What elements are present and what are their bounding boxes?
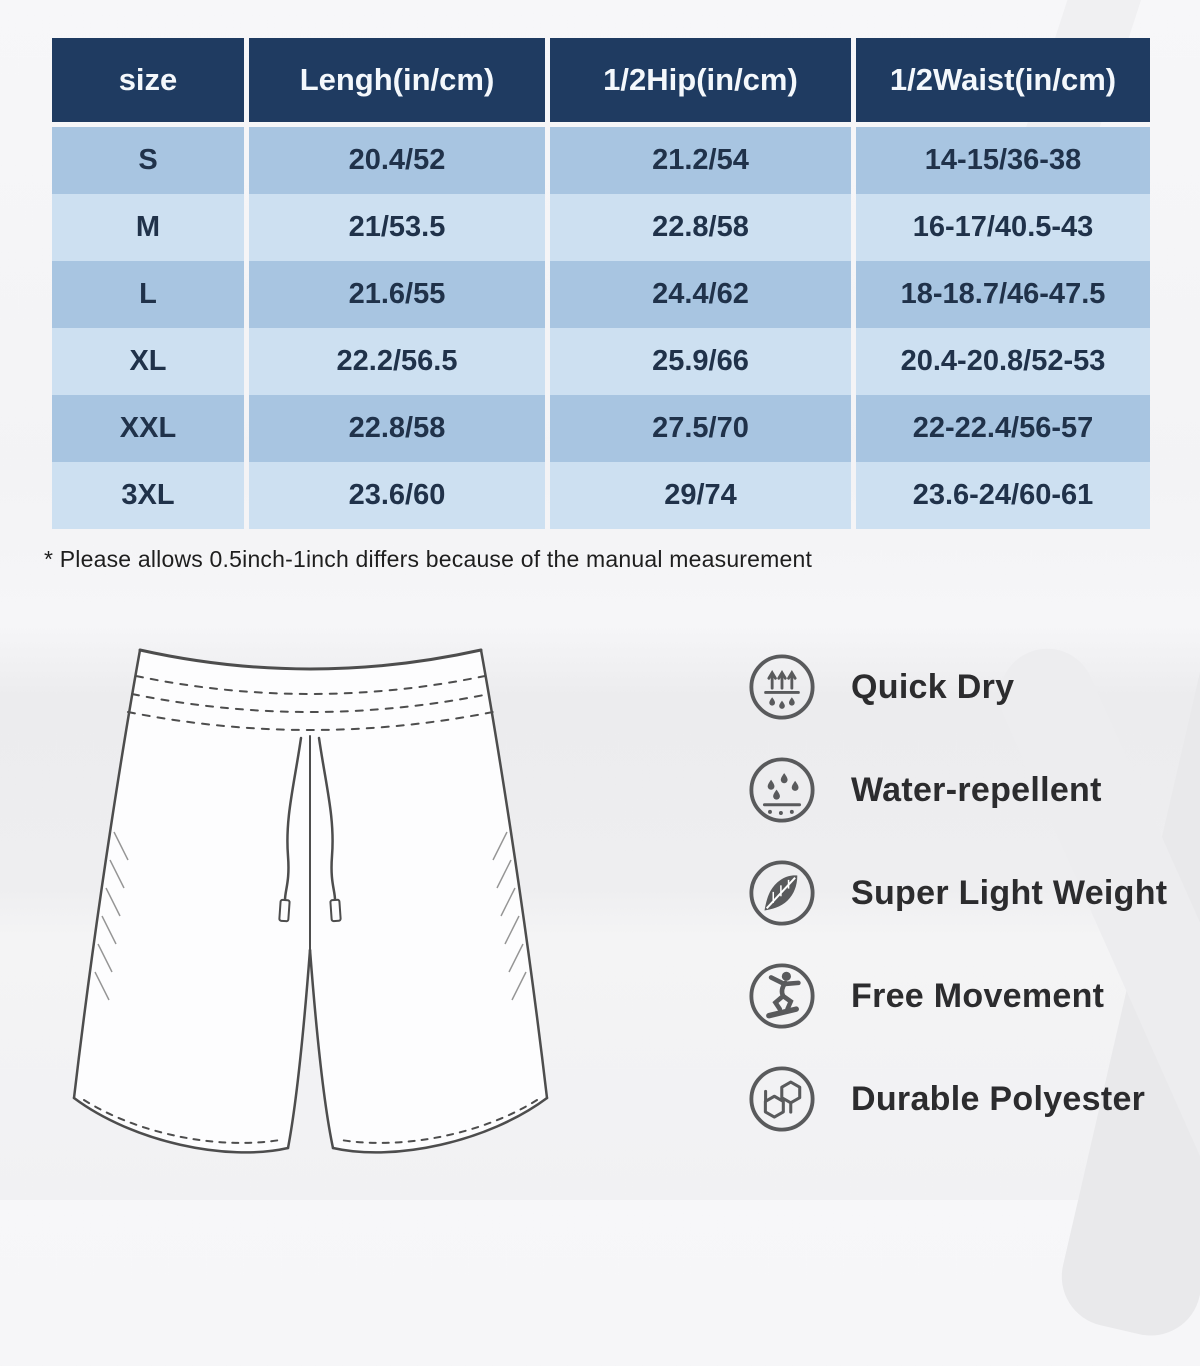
size-table-body: S 20.4/52 21.2/54 14-15/36-38 M 21/53.5 … xyxy=(52,127,1150,529)
cell-size: XXL xyxy=(52,395,244,462)
feature-super-light-weight: Super Light Weight xyxy=(747,858,1167,928)
cell-size: 3XL xyxy=(52,462,244,529)
cell-length: 23.6/60 xyxy=(249,462,545,529)
feather-icon xyxy=(749,860,815,926)
water-repellent-icon xyxy=(749,757,815,823)
size-table-header-row: size Lengh(in/cm) 1/2Hip(in/cm) 1/2Waist… xyxy=(52,38,1150,122)
cell-size: M xyxy=(52,194,244,261)
cell-waist: 20.4-20.8/52-53 xyxy=(856,328,1150,395)
column-header-length: Lengh(in/cm) xyxy=(249,38,545,122)
cell-waist: 18-18.7/46-47.5 xyxy=(856,261,1150,328)
cell-waist: 22-22.4/56-57 xyxy=(856,395,1150,462)
cell-size: L xyxy=(52,261,244,328)
column-header-hip: 1/2Hip(in/cm) xyxy=(550,38,851,122)
feature-water-repellent: Water-repellent xyxy=(747,755,1167,825)
column-header-waist: 1/2Waist(in/cm) xyxy=(856,38,1150,122)
cell-size: XL xyxy=(52,328,244,395)
feature-label: Quick Dry xyxy=(851,667,1015,706)
cell-waist: 23.6-24/60-61 xyxy=(856,462,1150,529)
cell-hip: 21.2/54 xyxy=(550,127,851,194)
quick-dry-icon xyxy=(749,654,815,720)
cell-length: 21.6/55 xyxy=(249,261,545,328)
cell-hip: 24.4/62 xyxy=(550,261,851,328)
feature-durable-polyester: Durable Polyester xyxy=(747,1064,1167,1134)
cell-length: 21/53.5 xyxy=(249,194,545,261)
feature-label: Free Movement xyxy=(851,976,1105,1015)
measurement-note: * Please allows 0.5inch-1inch differs be… xyxy=(44,546,813,572)
feature-label: Water-repellent xyxy=(851,770,1102,809)
size-table: size Lengh(in/cm) 1/2Hip(in/cm) 1/2Waist… xyxy=(52,38,1150,529)
skater-icon xyxy=(749,963,815,1029)
cell-hip: 22.8/58 xyxy=(550,194,851,261)
cell-hip: 25.9/66 xyxy=(550,328,851,395)
cell-waist: 16-17/40.5-43 xyxy=(856,194,1150,261)
feature-free-movement: Free Movement xyxy=(747,961,1167,1031)
cell-length: 20.4/52 xyxy=(249,127,545,194)
cell-hip: 27.5/70 xyxy=(550,395,851,462)
cell-length: 22.8/58 xyxy=(249,395,545,462)
cell-waist: 14-15/36-38 xyxy=(856,127,1150,194)
column-header-size: size xyxy=(52,38,244,122)
feature-list: Quick Dry Water-repellent Super Light We… xyxy=(747,652,1167,1134)
cell-hip: 29/74 xyxy=(550,462,851,529)
polyester-molecule-icon xyxy=(749,1066,815,1132)
feature-label: Super Light Weight xyxy=(851,873,1168,912)
cell-size: S xyxy=(52,127,244,194)
feature-quick-dry: Quick Dry xyxy=(747,652,1167,722)
cell-length: 22.2/56.5 xyxy=(249,328,545,395)
shorts-technical-drawing xyxy=(72,648,549,1154)
feature-label: Durable Polyester xyxy=(851,1079,1146,1118)
